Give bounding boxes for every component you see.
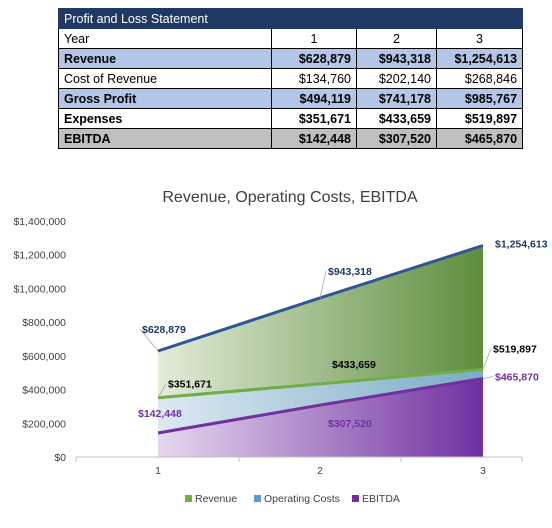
x-tick-label: 3 xyxy=(480,465,486,477)
year-2-header: 2 xyxy=(356,28,437,49)
y-tick-label: $800,000 xyxy=(22,317,66,329)
y-tick-label: $1,400,000 xyxy=(13,216,66,228)
legend-label: EBITDA xyxy=(362,493,400,505)
year-1-header: 1 xyxy=(271,28,357,49)
y-tick-label: $1,200,000 xyxy=(13,250,66,262)
row-label: Expenses xyxy=(58,108,272,129)
leader-line xyxy=(319,270,327,299)
x-tick-label: 2 xyxy=(317,465,323,477)
area-ebitda xyxy=(158,378,483,457)
leader-line xyxy=(482,348,492,370)
x-tick-label: 1 xyxy=(155,465,161,477)
data-label: $433,659 xyxy=(332,359,376,371)
cell-value: $351,671 xyxy=(271,108,357,129)
y-tick-label: $0 xyxy=(54,452,66,464)
cell-value: $134,760 xyxy=(271,68,357,89)
row-label: Cost of Revenue xyxy=(58,68,272,89)
row-label: EBITDA xyxy=(58,128,272,149)
cell-value: $142,448 xyxy=(271,128,357,149)
legend-label: Revenue xyxy=(195,493,237,505)
chart-title: Revenue, Operating Costs, EBITDA xyxy=(162,189,418,206)
data-label: $628,879 xyxy=(142,324,186,336)
cell-value: $494,119 xyxy=(271,88,357,109)
chart-legend: Revenue Operating Costs EBITDA xyxy=(185,493,400,505)
year-3-header: 3 xyxy=(435,28,524,49)
cell-value: $741,178 xyxy=(356,88,437,109)
cell-value: $943,318 xyxy=(356,48,437,69)
y-tick-label: $1,000,000 xyxy=(13,283,66,295)
cell-value: $268,846 xyxy=(435,68,524,89)
cell-value: $307,520 xyxy=(356,128,437,149)
table-header-row: Year 1 2 3 xyxy=(58,28,524,49)
cell-value: $628,879 xyxy=(271,48,357,69)
pnl-table: Profit and Loss Statement Year 1 2 3 Rev… xyxy=(57,8,524,149)
data-label: $142,448 xyxy=(138,408,182,420)
cell-value: $985,767 xyxy=(435,88,524,109)
legend-label: Operating Costs xyxy=(264,493,340,505)
cell-value: $433,659 xyxy=(356,108,437,129)
data-label: $307,520 xyxy=(328,418,372,430)
table-row-cost-of-revenue: Cost of Revenue $134,760 $202,140 $268,8… xyxy=(58,68,524,89)
cell-value: $465,870 xyxy=(435,128,524,149)
leader-line xyxy=(139,328,159,352)
legend-swatch xyxy=(352,495,359,502)
table-title: Profit and Loss Statement xyxy=(57,8,524,29)
data-labels: $628,879 $943,318 $1,254,613 $351,671 $433,6… xyxy=(138,239,548,431)
pnl-table-container: Profit and Loss Statement Year 1 2 3 Rev… xyxy=(57,8,524,149)
cell-value: $1,254,613 xyxy=(435,48,524,69)
data-label: $519,897 xyxy=(493,343,537,355)
area-chart: Revenue, Operating Costs, EBITDA $0 $200,… xyxy=(13,189,548,505)
row-label: Gross Profit xyxy=(58,88,272,109)
year-header: Year xyxy=(58,28,272,49)
data-label: $943,318 xyxy=(328,266,372,278)
leader-line xyxy=(482,376,494,379)
table-row-ebitda: EBITDA $142,448 $307,520 $465,870 xyxy=(58,128,524,149)
y-tick-label: $400,000 xyxy=(22,385,66,397)
data-label: $351,671 xyxy=(168,379,212,391)
y-tick-label: $200,000 xyxy=(22,418,66,430)
table-row-revenue: Revenue $628,879 $943,318 $1,254,613 xyxy=(58,48,524,69)
x-axis: 1 2 3 xyxy=(75,456,523,477)
cell-value: $519,897 xyxy=(435,108,524,129)
row-label: Revenue xyxy=(58,48,272,69)
table-row-gross-profit: Gross Profit $494,119 $741,178 $985,767 xyxy=(58,88,524,109)
leader-line xyxy=(157,383,167,398)
data-label: $465,870 xyxy=(495,371,539,383)
legend-swatch xyxy=(185,495,192,502)
table-title-row: Profit and Loss Statement xyxy=(57,8,524,29)
y-tick-label: $600,000 xyxy=(22,351,66,363)
cell-value: $202,140 xyxy=(356,68,437,89)
legend-swatch xyxy=(254,495,261,502)
leader-line xyxy=(319,363,331,385)
chart-areas xyxy=(157,244,484,457)
series-line-ebitda xyxy=(157,376,484,435)
data-label: $1,254,613 xyxy=(495,239,548,251)
table-row-expenses: Expenses $351,671 $433,659 $519,897 xyxy=(58,108,524,129)
y-axis-labels: $0 $200,000 $400,000 $600,000 $800,000 $1,000… xyxy=(13,216,66,464)
